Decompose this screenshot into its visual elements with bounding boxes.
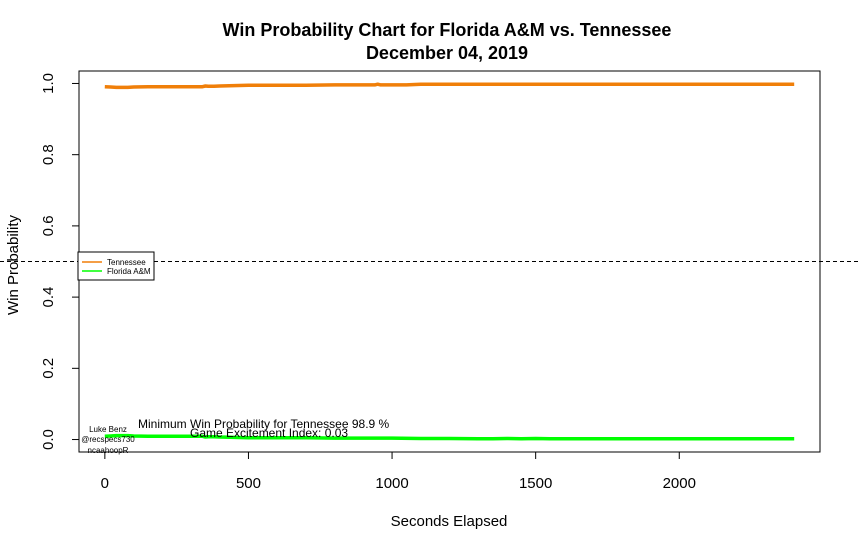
legend: Tennessee Florida A&M: [77, 251, 155, 281]
series-line-tennessee: [104, 82, 795, 90]
chart-title: Win Probability Chart for Florida A&M vs…: [223, 20, 672, 40]
legend-label-florida-am: Florida A&M: [107, 267, 151, 276]
y-tick-label: 1.0: [40, 73, 57, 94]
x-tick-label: 500: [236, 475, 261, 492]
game-excitement-index-note: Game Excitement Index: 0.03: [190, 426, 348, 440]
credit-package: ncaahoopR: [88, 446, 129, 455]
credit-handle: @recspecs730: [81, 435, 135, 444]
x-axis-title: Seconds Elapsed: [391, 513, 508, 530]
y-axis-title: Win Probability: [5, 214, 22, 315]
x-tick-label: 0: [101, 475, 109, 492]
credit-author: Luke Benz: [89, 425, 127, 434]
axis-ticks: 0 500 1000 1500 2000 0.0 0.2 0.4 0.6 0.8 1.0: [40, 73, 696, 492]
legend-box: [77, 251, 155, 281]
x-tick-label: 2000: [663, 475, 696, 492]
y-tick-label: 0.0: [40, 429, 57, 450]
y-tick-label: 0.4: [40, 287, 57, 308]
x-tick-label: 1500: [519, 475, 552, 492]
series-line-florida-am: [104, 433, 795, 441]
chart-subtitle: December 04, 2019: [366, 43, 528, 63]
y-tick-label: 0.2: [40, 358, 57, 379]
legend-label-tennessee: Tennessee: [107, 258, 146, 267]
x-tick-label: 1000: [375, 475, 408, 492]
min-win-probability-note: Minimum Win Probability for Tennessee 98…: [138, 417, 390, 431]
y-tick-label: 0.6: [40, 215, 57, 236]
y-tick-label: 0.8: [40, 144, 57, 165]
